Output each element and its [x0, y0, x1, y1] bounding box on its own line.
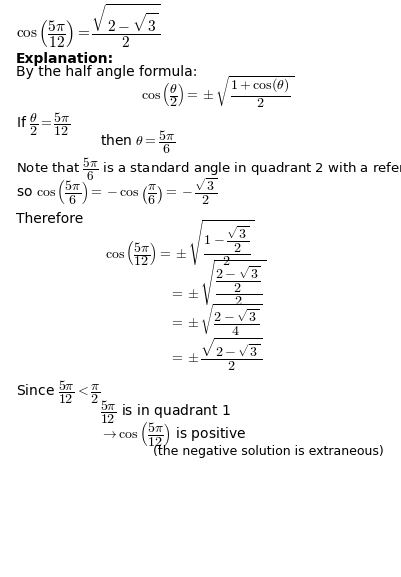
Text: By the half angle formula:: By the half angle formula:: [16, 65, 197, 78]
Text: $= \pm\sqrt{\dfrac{\dfrac{2 - \sqrt{3}}{2}}{2}}$: $= \pm\sqrt{\dfrac{\dfrac{2 - \sqrt{3}}{…: [168, 258, 265, 308]
Text: Therefore: Therefore: [16, 212, 83, 226]
Text: so $\cos\left(\dfrac{5\pi}{6}\right) = -\cos\left(\dfrac{\pi}{6}\right) = -\dfra: so $\cos\left(\dfrac{5\pi}{6}\right) = -…: [16, 177, 217, 207]
Text: $\dfrac{5\pi}{12}$ is in quadrant 1: $\dfrac{5\pi}{12}$ is in quadrant 1: [100, 399, 231, 426]
Text: Explanation:: Explanation:: [16, 53, 114, 66]
Text: $\cos\left(\dfrac{5\pi}{12}\right) = \dfrac{\sqrt{2 - \sqrt{3}}}{2}$: $\cos\left(\dfrac{5\pi}{12}\right) = \df…: [16, 2, 160, 50]
Text: then $\theta = \dfrac{5\pi}{6}$: then $\theta = \dfrac{5\pi}{6}$: [100, 128, 175, 156]
Text: $\cos\left(\dfrac{\theta}{2}\right) = \pm\sqrt{\dfrac{1 + \cos(\theta)}{2}}$: $\cos\left(\dfrac{\theta}{2}\right) = \p…: [140, 74, 293, 110]
Text: $= \pm\sqrt{\dfrac{2 - \sqrt{3}}{4}}$: $= \pm\sqrt{\dfrac{2 - \sqrt{3}}{4}}$: [168, 302, 262, 338]
Text: $= \pm\dfrac{\sqrt{2 - \sqrt{3}}}{2}$: $= \pm\dfrac{\sqrt{2 - \sqrt{3}}}{2}$: [168, 337, 261, 373]
Text: If $\dfrac{\theta}{2} = \dfrac{5\pi}{12}$: If $\dfrac{\theta}{2} = \dfrac{5\pi}{12}…: [16, 111, 71, 138]
Text: Note that $\dfrac{5\pi}{6}$ is a standard angle in quadrant 2 with a reference a: Note that $\dfrac{5\pi}{6}$ is a standar…: [16, 156, 401, 183]
Text: $\rightarrow \cos\left(\dfrac{5\pi}{12}\right)$ is positive: $\rightarrow \cos\left(\dfrac{5\pi}{12}\…: [100, 420, 246, 448]
Text: Since $\dfrac{5\pi}{12} < \dfrac{\pi}{2}$: Since $\dfrac{5\pi}{12} < \dfrac{\pi}{2}…: [16, 379, 100, 406]
Text: (the negative solution is extraneous): (the negative solution is extraneous): [152, 445, 383, 458]
Text: $\cos\left(\dfrac{5\pi}{12}\right) = \pm\sqrt{\dfrac{1 - \dfrac{\sqrt{3}}{2}}{2}: $\cos\left(\dfrac{5\pi}{12}\right) = \pm…: [104, 219, 253, 268]
